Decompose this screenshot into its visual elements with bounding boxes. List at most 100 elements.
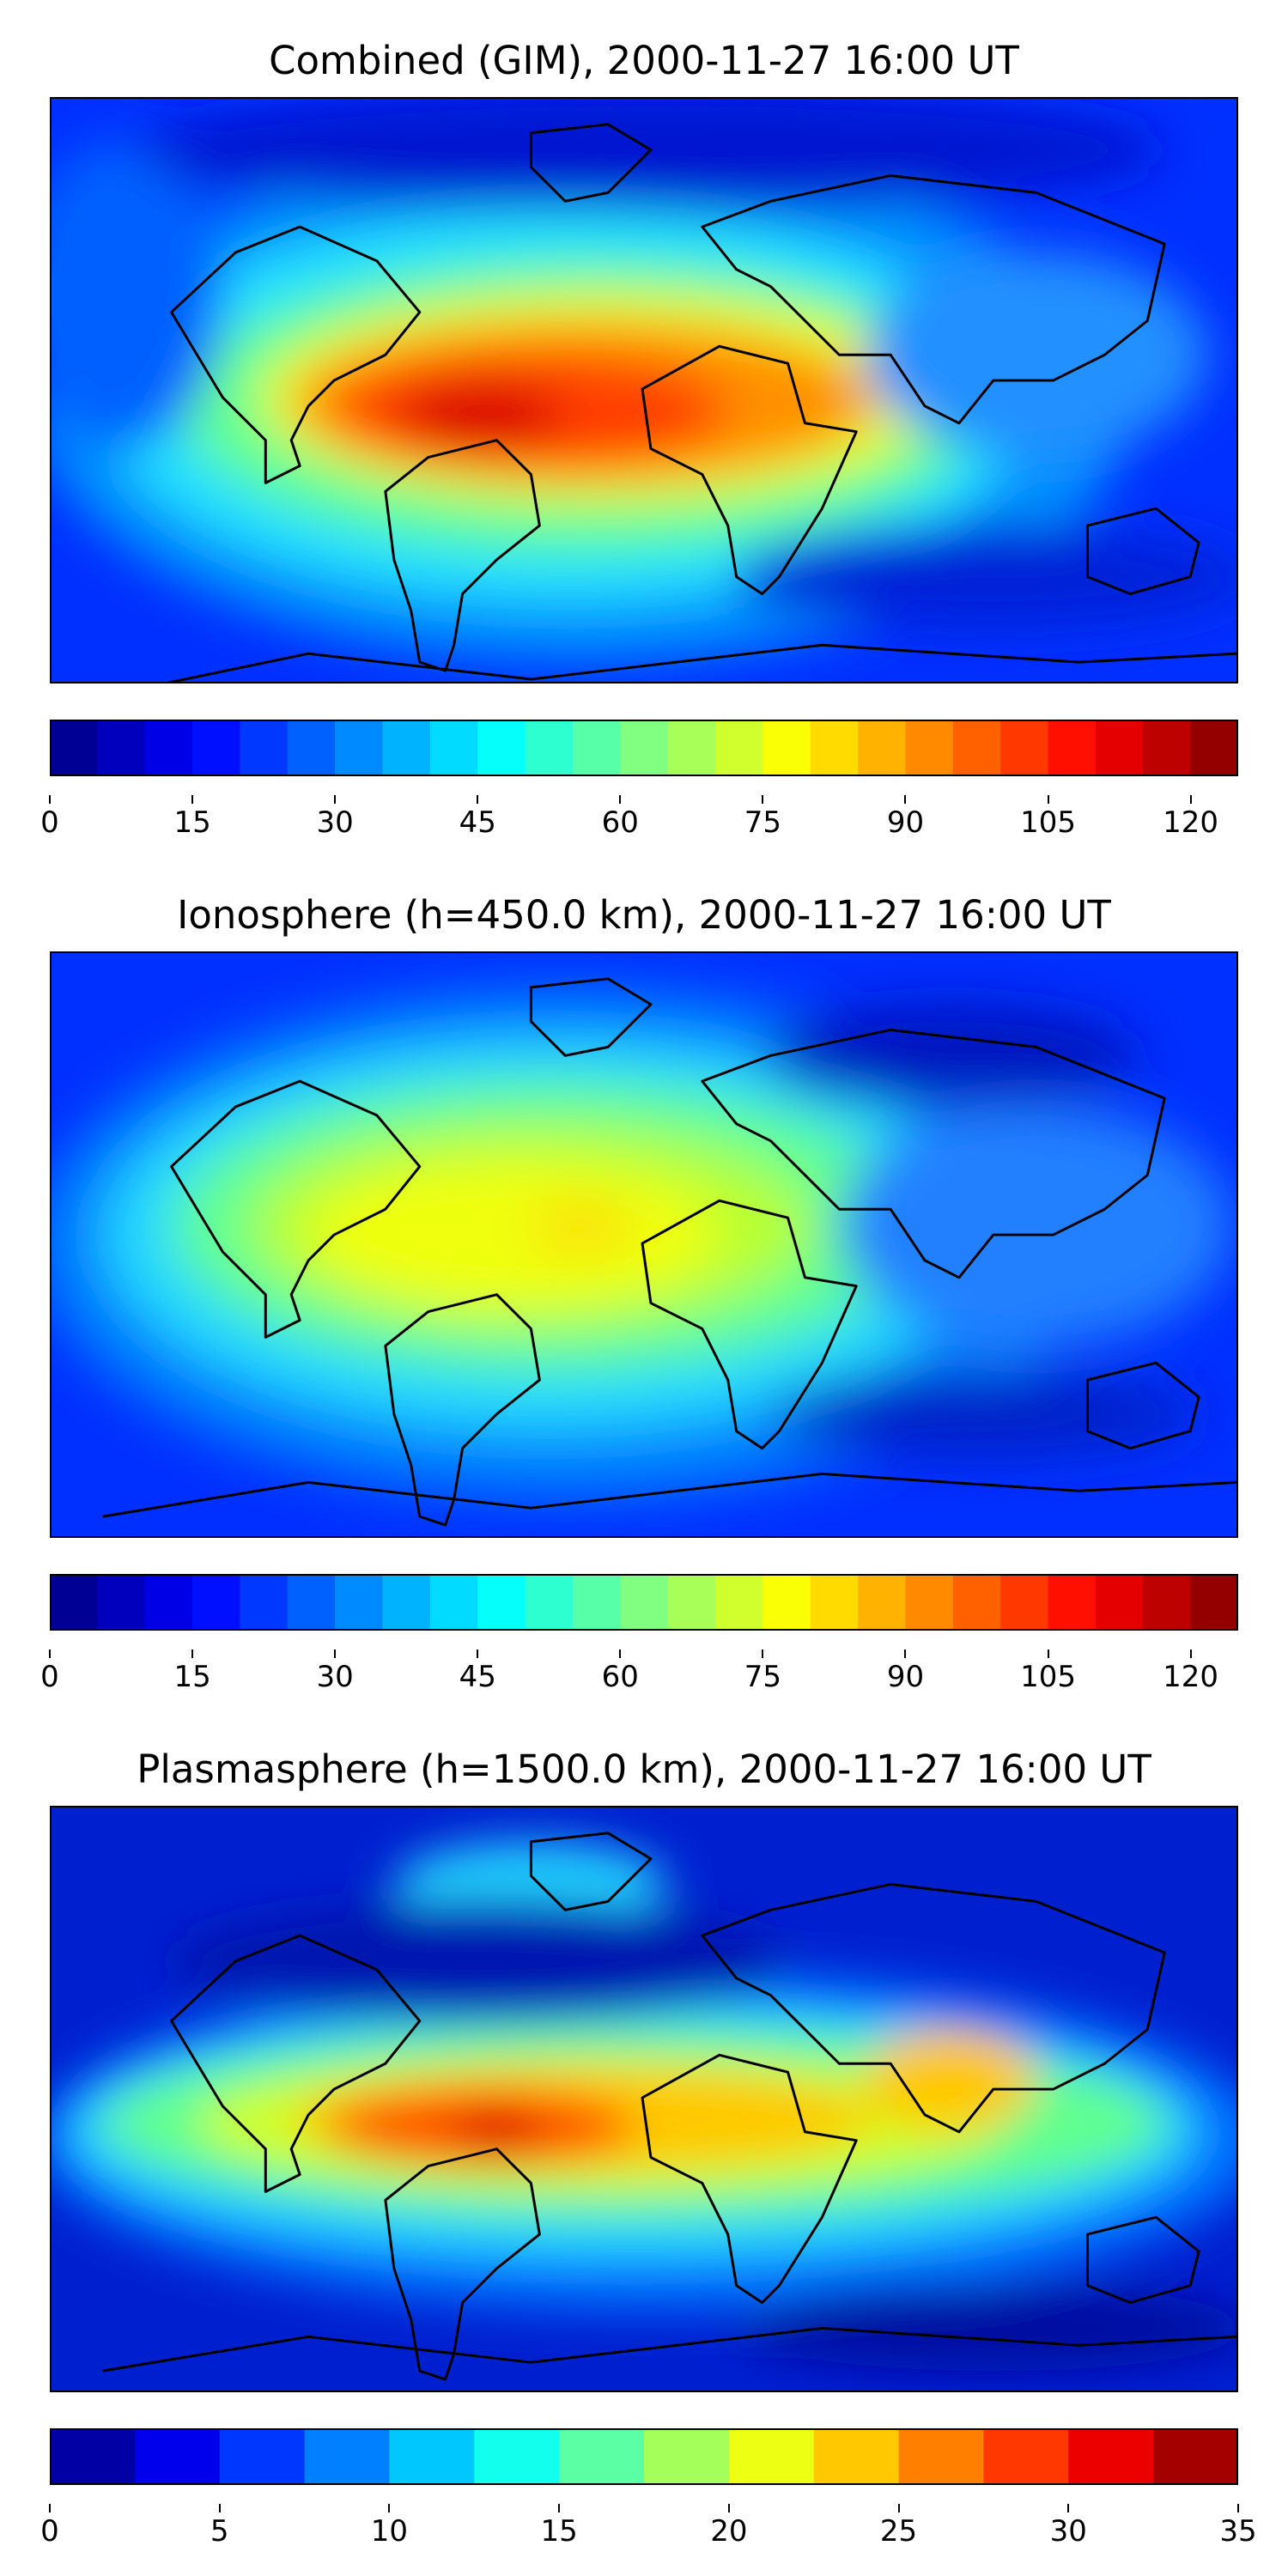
colorbar-swatch bbox=[1143, 1574, 1192, 1631]
colorbar-plasmasphere bbox=[50, 2428, 1238, 2485]
colorbar-tick-mark bbox=[49, 2504, 51, 2512]
colorbar-tick-label: 60 bbox=[601, 1660, 639, 1694]
colorbar-tick-label: 5 bbox=[210, 2514, 229, 2549]
colorbar-tick-label: 10 bbox=[370, 2514, 409, 2549]
colorbar-swatch bbox=[192, 720, 241, 776]
colorbar-swatch bbox=[620, 1574, 669, 1631]
colorbar-tick-mark bbox=[762, 795, 764, 804]
colorbar-tick-label: 25 bbox=[879, 2514, 918, 2549]
colorbar-tick-mark bbox=[49, 1649, 51, 1658]
colorbar-tick-label: 30 bbox=[316, 1660, 354, 1694]
colorbar-tick-label: 35 bbox=[1219, 2514, 1257, 2549]
colorbar-border bbox=[50, 2428, 1238, 2485]
colorbar-swatch bbox=[1000, 720, 1049, 776]
colorbar-swatch bbox=[1095, 720, 1144, 776]
chart-title-ionosphere: Ionosphere (h=450.0 km), 2000-11-27 16:0… bbox=[177, 892, 1111, 938]
colorbar-swatch bbox=[389, 2428, 475, 2485]
chart-title-plasmasphere: Plasmasphere (h=1500.0 km), 2000-11-27 1… bbox=[137, 1747, 1151, 1792]
colorbar-tick-mark bbox=[49, 795, 51, 804]
colorbar-tick-mark bbox=[1047, 795, 1049, 804]
colorbar-swatch bbox=[762, 720, 811, 776]
colorbar-tick-label: 45 bbox=[459, 1660, 496, 1694]
colorbar-swatch bbox=[525, 720, 574, 776]
colorbar-swatch bbox=[50, 720, 98, 776]
colorbar-tick-mark bbox=[558, 2504, 561, 2512]
colorbar-tick-label: 15 bbox=[173, 1660, 211, 1694]
colorbar-swatch bbox=[905, 720, 954, 776]
colorbar-swatch bbox=[50, 2428, 136, 2485]
colorbar-swatch bbox=[335, 720, 384, 776]
colorbar-tick-label: 0 bbox=[40, 1660, 59, 1694]
tec-field-combined bbox=[52, 99, 1236, 682]
colorbar-swatch bbox=[667, 1574, 716, 1631]
colorbar-swatch bbox=[905, 1574, 954, 1631]
colorbar-swatches bbox=[50, 720, 1238, 776]
colorbar-swatch bbox=[1095, 1574, 1144, 1631]
colorbar-swatch bbox=[715, 720, 763, 776]
colorbar-tick-mark bbox=[191, 1649, 194, 1658]
colorbar-tick-label: 60 bbox=[601, 805, 639, 840]
colorbar-swatch bbox=[287, 1574, 336, 1631]
colorbar-tick-mark bbox=[619, 795, 622, 804]
colorbar-swatch bbox=[813, 2428, 900, 2485]
colorbar-swatch bbox=[287, 720, 336, 776]
colorbar-swatch bbox=[715, 1574, 763, 1631]
colorbar-swatch bbox=[335, 1574, 384, 1631]
colorbar-swatch bbox=[667, 720, 716, 776]
tec-field-plasmasphere bbox=[52, 1807, 1236, 2391]
map-ionosphere bbox=[50, 951, 1238, 1538]
colorbar-swatch bbox=[50, 1574, 98, 1631]
colorbar-swatch bbox=[382, 1574, 431, 1631]
colorbar-tick-mark bbox=[1047, 1649, 1049, 1658]
colorbar-swatch bbox=[728, 2428, 815, 2485]
colorbar-swatch bbox=[858, 720, 907, 776]
colorbar-tick-mark bbox=[1237, 2504, 1239, 2512]
colorbar-swatch bbox=[810, 720, 859, 776]
colorbar-tick-label: 90 bbox=[886, 805, 925, 840]
colorbar-swatch bbox=[240, 1574, 289, 1631]
colorbar-swatches bbox=[50, 1574, 1238, 1631]
colorbar-tick-label: 105 bbox=[1020, 805, 1076, 840]
colorbar-tick-mark bbox=[334, 1649, 337, 1658]
colorbar-swatch bbox=[620, 720, 669, 776]
colorbar-ticks-ionosphere: 0 15 30 45 60 75 90 105 120 bbox=[40, 1649, 1238, 1703]
colorbar-swatch bbox=[1143, 720, 1192, 776]
colorbar-swatches bbox=[50, 2428, 1238, 2485]
colorbar-swatch bbox=[983, 2428, 1069, 2485]
colorbar-tick-mark bbox=[904, 795, 907, 804]
colorbar-tick-label: 15 bbox=[173, 805, 211, 840]
colorbar-tick-label: 30 bbox=[316, 805, 354, 840]
colorbar-swatch bbox=[952, 720, 1001, 776]
colorbar-tick-mark bbox=[191, 795, 194, 804]
colorbar-swatch bbox=[144, 720, 193, 776]
colorbar-tick-mark bbox=[1067, 2504, 1070, 2512]
colorbar-swatch bbox=[192, 1574, 241, 1631]
colorbar-tick-mark bbox=[1189, 1649, 1192, 1658]
colorbar-tick-mark bbox=[619, 1649, 622, 1658]
colorbar-swatch bbox=[219, 2428, 306, 2485]
map-combined bbox=[50, 97, 1238, 683]
colorbar-ticks-combined: 0 15 30 45 60 75 90 105 120 bbox=[40, 795, 1238, 848]
colorbar-swatch bbox=[572, 720, 621, 776]
colorbar-swatch bbox=[858, 1574, 907, 1631]
coastlines bbox=[102, 977, 1236, 1527]
coastlines bbox=[102, 1832, 1236, 2381]
colorbar-swatch bbox=[810, 1574, 859, 1631]
colorbar-tick-mark bbox=[904, 1649, 907, 1658]
colorbar-swatch bbox=[1000, 1574, 1049, 1631]
colorbar-swatch bbox=[97, 720, 146, 776]
colorbar-border bbox=[50, 720, 1238, 776]
colorbar-swatch bbox=[1190, 1574, 1238, 1631]
colorbar-swatch bbox=[474, 2428, 560, 2485]
colorbar-swatch bbox=[1190, 720, 1238, 776]
colorbar-swatch bbox=[240, 720, 289, 776]
colorbar-tick-label: 45 bbox=[459, 805, 496, 840]
colorbar-swatch bbox=[429, 720, 478, 776]
colorbar-tick-label: 75 bbox=[744, 1660, 782, 1694]
colorbar-tick-label: 15 bbox=[540, 2514, 578, 2549]
colorbar-ticks-plasmasphere: 0 5 10 15 20 25 30 35 bbox=[40, 2504, 1257, 2557]
colorbar-swatch bbox=[572, 1574, 621, 1631]
colorbar-swatch bbox=[97, 1574, 146, 1631]
colorbar-tick-label: 105 bbox=[1020, 1660, 1076, 1694]
colorbar-swatch bbox=[1048, 720, 1097, 776]
